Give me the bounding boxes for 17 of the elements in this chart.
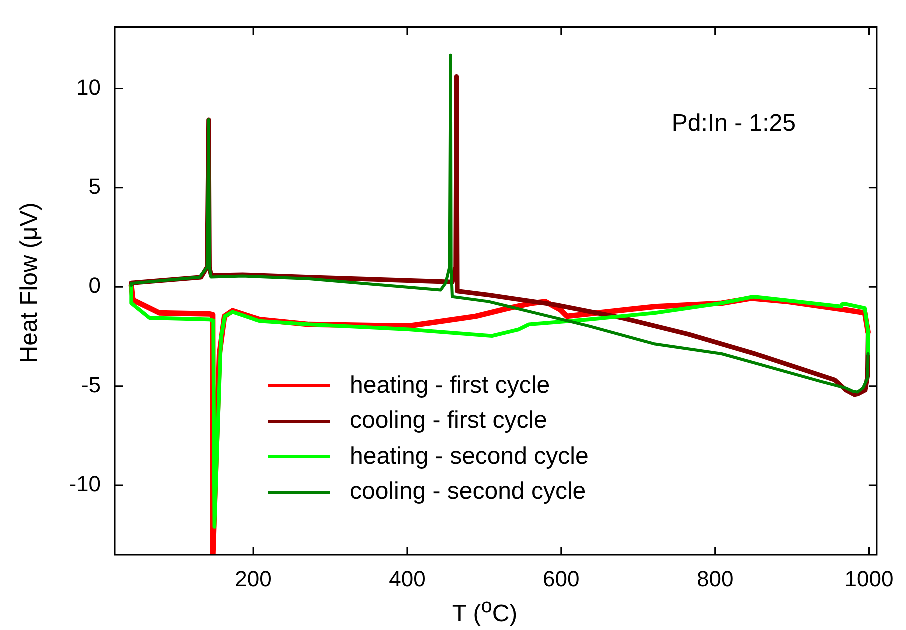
x-tick-label: 1000	[844, 566, 894, 592]
annotation: Pd:In - 1:25	[672, 110, 796, 138]
x-tick-label: 200	[235, 566, 272, 592]
y-tick-label: -10	[69, 472, 101, 497]
y-tick-label: 10	[76, 74, 101, 100]
x-axis-title: T ($^{o}$C)	[452, 596, 518, 628]
y-tick-label: 5	[88, 174, 101, 199]
y-axis-title: Heat Flow (μV)	[16, 202, 44, 364]
legend-label: cooling - second cycle	[350, 478, 586, 506]
legend-label: cooling - first cycle	[350, 407, 548, 436]
x-tick-label: 800	[696, 566, 734, 592]
legend-label: heating - second cycle	[350, 442, 589, 471]
y-tick-label: -5	[81, 372, 101, 398]
x-tick-label: 600	[543, 566, 580, 592]
legend-label: heating - first cycle	[350, 372, 550, 400]
y-tick-label: 0	[88, 273, 101, 298]
x-tick-label: 400	[389, 566, 426, 592]
